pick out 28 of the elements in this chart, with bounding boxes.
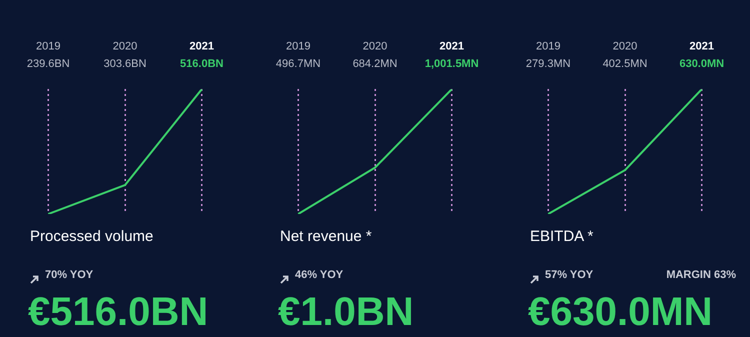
- x-tick-label: 2020: [612, 40, 638, 53]
- data-label: 516.0BN: [180, 58, 224, 70]
- text: €630.0MN: [528, 290, 713, 335]
- text: €516.0BN: [28, 290, 208, 335]
- text: Net revenue *: [280, 228, 372, 245]
- x-tick-label: 2019: [36, 40, 60, 53]
- x-tick-label: 2021: [190, 40, 214, 53]
- text: MARGIN 63%: [666, 269, 736, 281]
- data-label: 1,001.5MN: [424, 58, 479, 70]
- data-label: 496.7MN: [276, 58, 321, 70]
- text: EBITDA *: [530, 228, 594, 245]
- data-label: 630.0MN: [679, 58, 724, 70]
- x-tick-label: 2019: [286, 40, 310, 53]
- x-tick-label: 2020: [112, 40, 138, 53]
- data-label: 279.3MN: [526, 58, 571, 70]
- x-tick-label: 2020: [362, 40, 388, 53]
- data-label: 239.6BN: [26, 58, 70, 70]
- text: 57% YOY: [545, 269, 594, 281]
- text: 70% YOY: [45, 269, 94, 281]
- x-tick-label: 2019: [536, 40, 560, 53]
- data-label: 684.2MN: [352, 58, 398, 70]
- text: Processed volume: [30, 228, 154, 245]
- text: €1.0BN: [278, 290, 414, 335]
- data-label: 402.5MN: [602, 58, 648, 70]
- x-tick-label: 2021: [690, 40, 714, 53]
- text: 46% YOY: [295, 269, 344, 281]
- x-tick-label: 2021: [440, 40, 464, 53]
- data-label: 303.6BN: [104, 58, 146, 70]
